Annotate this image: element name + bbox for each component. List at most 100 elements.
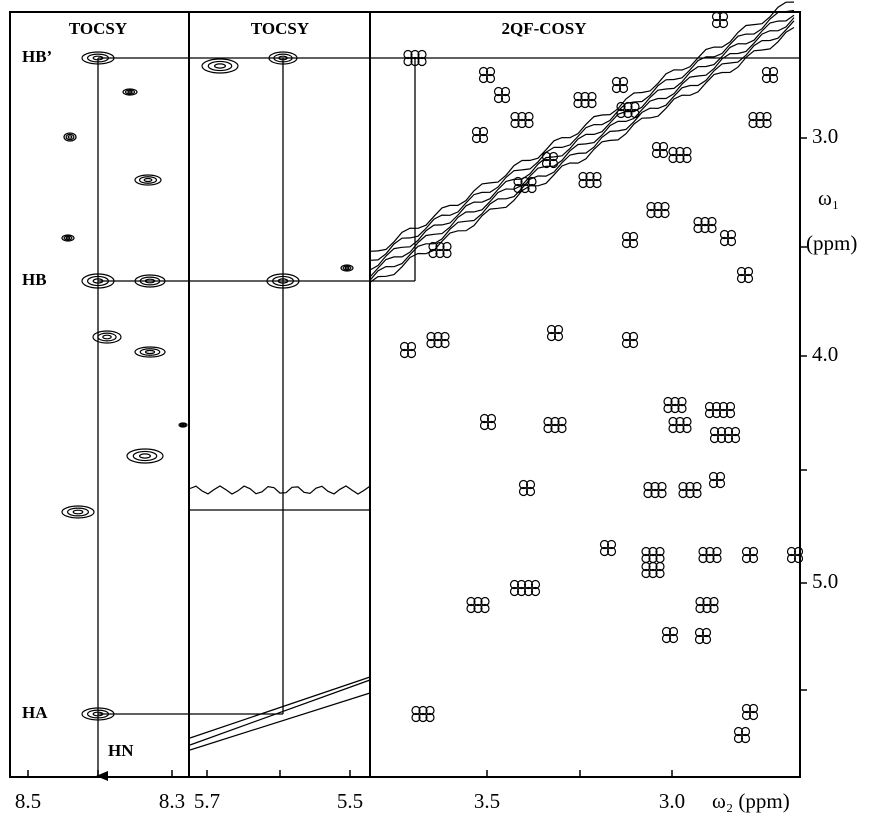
contour	[127, 90, 133, 94]
contour	[524, 111, 534, 122]
contour	[500, 93, 511, 104]
contour	[65, 133, 75, 141]
contour	[399, 341, 410, 352]
contour	[344, 266, 350, 270]
plot-frame	[9, 11, 801, 778]
contour	[748, 703, 759, 714]
contour	[682, 423, 692, 434]
contour	[708, 471, 719, 482]
contour	[748, 118, 758, 129]
contour	[66, 507, 89, 517]
contour	[406, 348, 417, 359]
contour	[433, 331, 443, 342]
contour	[709, 603, 719, 614]
contour	[718, 401, 729, 412]
y-tick-label: 4.0	[812, 342, 838, 366]
contour	[478, 126, 489, 137]
contour	[718, 408, 729, 419]
contour	[723, 426, 734, 437]
contour	[668, 146, 678, 157]
diagonal-ridge	[369, 1, 795, 252]
contour	[550, 416, 560, 427]
contour	[648, 546, 658, 557]
contour	[755, 118, 765, 129]
contour	[741, 553, 752, 564]
contour	[658, 148, 669, 159]
contour	[675, 153, 685, 164]
contour	[592, 171, 602, 182]
contour	[704, 408, 715, 419]
contour	[623, 108, 633, 119]
contour	[134, 346, 166, 358]
contour	[435, 248, 445, 259]
contour	[541, 158, 552, 169]
contour	[518, 486, 529, 497]
contour	[692, 481, 702, 492]
contour	[201, 58, 239, 74]
contour	[493, 86, 504, 97]
contour	[709, 596, 719, 607]
contour	[661, 626, 672, 637]
contour	[557, 423, 567, 434]
contour	[425, 712, 435, 723]
contour	[712, 553, 722, 564]
contour	[139, 453, 152, 459]
contour	[510, 111, 520, 122]
contour	[599, 546, 610, 557]
contour	[442, 248, 452, 259]
contour	[698, 546, 708, 557]
contour	[655, 568, 665, 579]
contour	[580, 98, 590, 109]
y-axis-label: ω₁	[818, 186, 839, 210]
contour	[668, 633, 679, 644]
contour	[657, 481, 667, 492]
contour	[762, 111, 772, 122]
contour	[663, 403, 673, 414]
contour	[711, 401, 722, 412]
contour	[668, 153, 678, 164]
contour	[509, 586, 520, 597]
contour	[611, 76, 622, 87]
contour	[500, 86, 511, 97]
contour	[741, 546, 752, 557]
contour	[712, 546, 722, 557]
contour	[428, 248, 438, 259]
contour	[628, 338, 639, 349]
contour	[793, 553, 804, 564]
contour	[663, 396, 673, 407]
contour	[725, 408, 736, 419]
peak-label: HB	[22, 270, 47, 289]
contour	[527, 183, 537, 194]
panel-title: TOCSY	[251, 19, 309, 38]
contour	[693, 223, 703, 234]
y-tick-label: 5.0	[812, 569, 838, 593]
contour	[658, 141, 669, 152]
contour	[573, 91, 583, 102]
contour	[736, 273, 747, 284]
contour	[585, 171, 595, 182]
contour	[628, 231, 639, 242]
contour	[741, 703, 752, 714]
contour	[580, 91, 590, 102]
diagonal-ridge	[369, 26, 795, 283]
diagonal-ridge	[369, 20, 795, 281]
panel-title: TOCSY	[69, 19, 127, 38]
contour	[621, 231, 632, 242]
y-tick-label: 3.0	[812, 124, 838, 148]
contour	[692, 488, 702, 499]
contour	[72, 509, 84, 515]
contour	[102, 334, 112, 340]
contour	[726, 236, 737, 247]
contour	[61, 234, 75, 242]
contour	[682, 153, 692, 164]
contour	[657, 488, 667, 499]
contour	[705, 553, 715, 564]
contour	[578, 171, 588, 182]
contour	[340, 264, 354, 272]
contour	[768, 66, 779, 77]
baseline-artifact	[189, 485, 371, 495]
contour	[509, 579, 520, 590]
contour	[668, 626, 679, 637]
contour	[411, 712, 421, 723]
